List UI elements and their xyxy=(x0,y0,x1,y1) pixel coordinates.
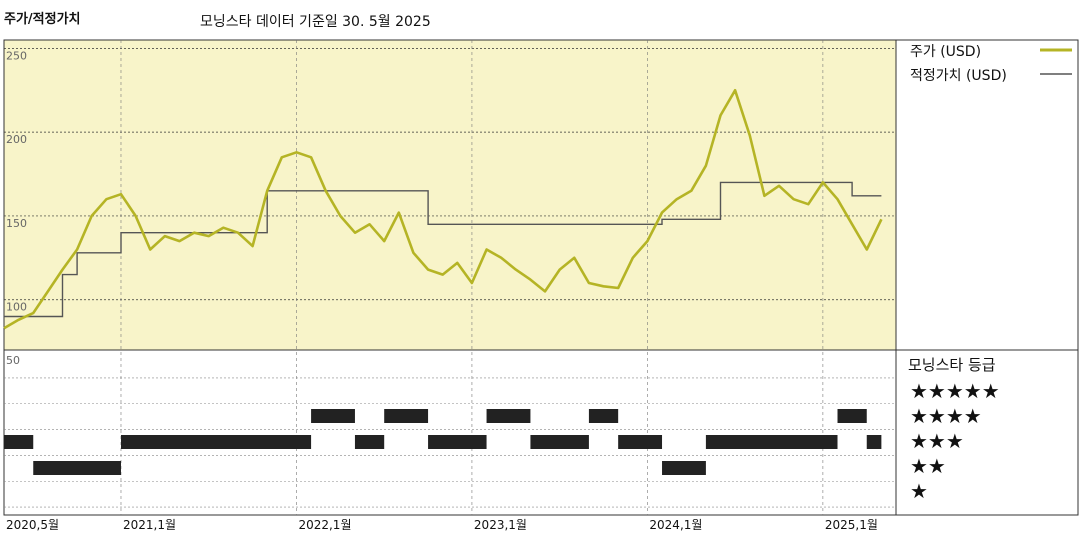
rating-row-stars: ★★ xyxy=(910,454,946,478)
rating-bar xyxy=(662,461,706,475)
x-tick-label: 2022,1월 xyxy=(298,518,351,532)
legend: 주가 (USD) 적정가치 (USD) xyxy=(910,44,1072,84)
price-line xyxy=(3,89,883,330)
rating-bar xyxy=(33,461,121,475)
rating-bar xyxy=(354,435,385,449)
rating-bar xyxy=(120,435,312,449)
x-tick-label: 2020,5월 xyxy=(6,518,59,532)
rating-legend: 모닝스타 등급★★★★★★★★★★★★★★★ xyxy=(908,356,1000,503)
rating-bar xyxy=(588,409,619,423)
rating-bar xyxy=(618,435,663,449)
rating-legend-title: 모닝스타 등급 xyxy=(908,356,996,374)
rating-row-stars: ★ xyxy=(910,479,928,503)
fair-value-series xyxy=(4,181,882,318)
rating-legend-panel xyxy=(895,349,1079,516)
x-tick-label: 2025,1월 xyxy=(825,518,878,532)
rating-bar xyxy=(428,435,487,449)
rating-row-stars: ★★★★★ xyxy=(910,379,1000,403)
y-tick-label: 250 xyxy=(6,49,27,62)
price-grid xyxy=(4,40,896,515)
legend-panel xyxy=(895,39,1079,351)
plot-frame xyxy=(3,39,1079,516)
chart-title: 주가/적정가치 xyxy=(4,12,81,27)
fair-value-line xyxy=(4,181,882,318)
y-tick-label: 100 xyxy=(6,301,27,314)
x-tick-label: 2021,1월 xyxy=(123,518,176,532)
rating-bar xyxy=(705,435,838,449)
rating-bar xyxy=(486,409,531,423)
data-date-subtitle: 모닝스타 데이터 기준일 30. 5월 2025 xyxy=(200,14,431,30)
rating-grid: 50 xyxy=(4,354,896,508)
x-tick-label: 2023,1월 xyxy=(474,518,527,532)
legend-price-label: 주가 (USD) xyxy=(910,44,981,60)
rating-bar xyxy=(530,435,589,449)
rating-row-stars: ★★★ xyxy=(910,429,964,453)
price-series xyxy=(3,89,883,330)
rating-bar xyxy=(837,409,867,423)
rating-bar xyxy=(4,435,34,449)
x-tick-labels: 2020,5월 2021,1월 2022,1월 2023,1월 2024,1월 2025,… xyxy=(6,518,878,532)
x-tick-label: 2024,1월 xyxy=(649,518,702,532)
rating-row-stars: ★★★★ xyxy=(910,404,982,428)
y-tick-label: 200 xyxy=(6,133,27,146)
rating-bars xyxy=(4,409,882,475)
legend-fair-value-label: 적정가치 (USD) xyxy=(910,68,1007,84)
rating-top-label: 50 xyxy=(6,354,20,367)
rating-bar xyxy=(311,409,355,423)
rating-plot-area xyxy=(3,349,897,516)
price-plot-area xyxy=(3,39,897,351)
y-tick-labels: 250 200 150 100 xyxy=(6,49,27,313)
rating-bar xyxy=(866,435,882,449)
rating-bar xyxy=(384,409,429,423)
y-tick-label: 150 xyxy=(6,217,27,230)
